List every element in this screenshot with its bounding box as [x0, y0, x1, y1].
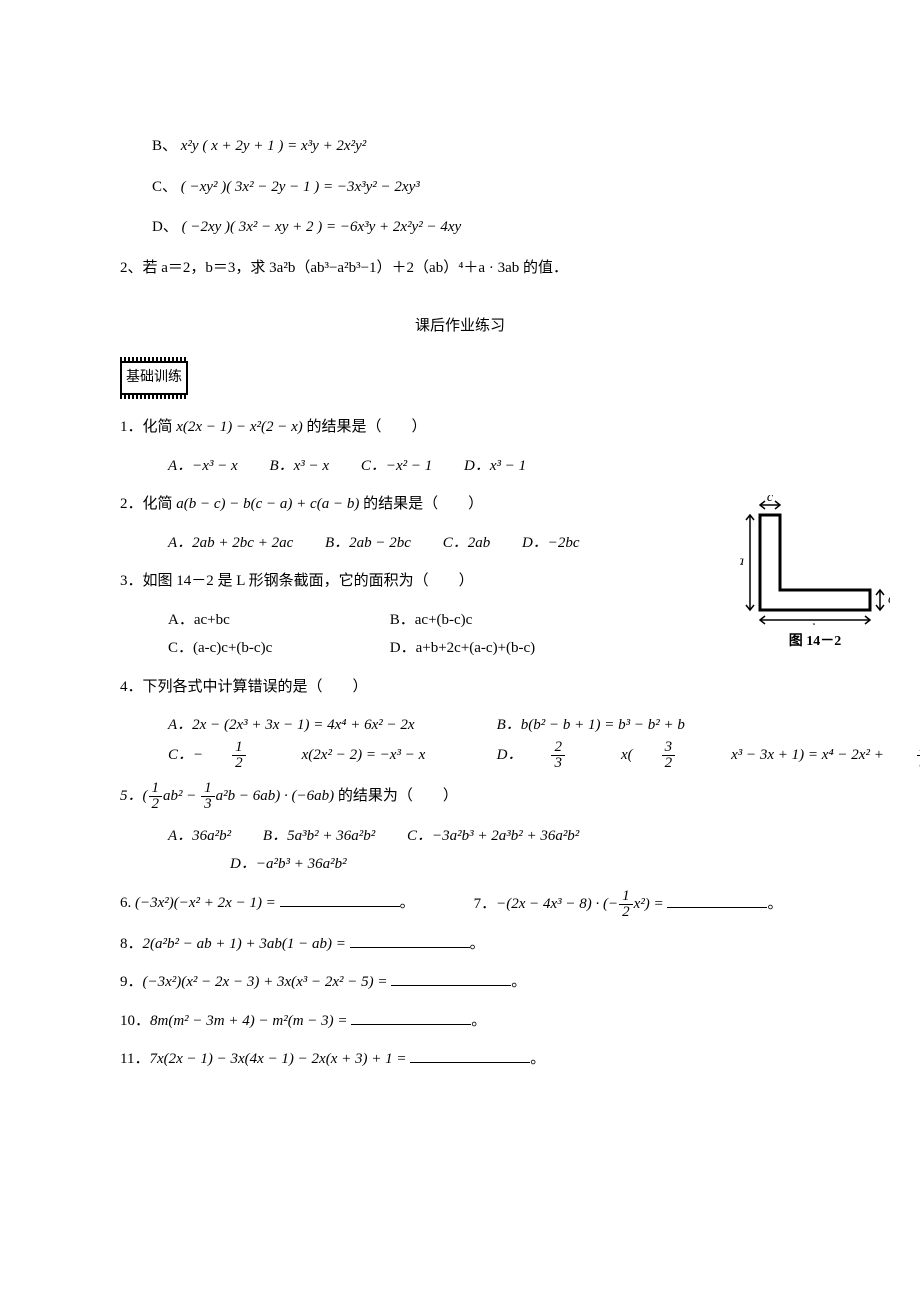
- question-6-7: 6. (−3x²)(−x² + 2x − 1) = 。 7．−(2x − 4x³…: [120, 889, 800, 920]
- q9-expr: (−3x²)(x² − 2x − 3) + 3x(x³ − 2x² − 5) =: [143, 974, 388, 990]
- q1-post: 的结果是（ ）: [303, 419, 427, 435]
- q1-A: A．−x³ − x: [168, 458, 238, 474]
- question-8: 8．2(a²b² − ab + 1) + 3ab(1 − ab) = 。: [120, 930, 800, 959]
- q8-expr: 2(a²b² − ab + 1) + 3ab(1 − ab) =: [143, 936, 346, 952]
- q5-A: A．36a²b²: [168, 828, 231, 844]
- q5-choices-row1: A．36a²b² B．5a³b² + 36a²b² C．−3a²b³ + 2a³…: [120, 822, 800, 851]
- q5-D: D．−a²b³ + 36a²b²: [230, 856, 347, 872]
- q1-choices: A．−x³ − x B．x³ − x C．−x² − 1 D．x³ − 1: [120, 452, 800, 481]
- q1-C: C．−x² − 1: [361, 458, 432, 474]
- q2-pre: 2．化简: [120, 496, 176, 512]
- q10-blank[interactable]: [351, 1010, 471, 1025]
- q10-expr: 8m(m² − 3m + 4) − m²(m − 3) =: [150, 1013, 348, 1029]
- q10-label: 10．: [120, 1013, 150, 1029]
- option-B-expr: x²y ( x + 2y + 1 ) = x³y + 2x²y²: [181, 138, 366, 154]
- q2-C: C．2ab: [443, 535, 491, 551]
- basic-training-badge: 基础训练: [120, 361, 188, 396]
- q7-label: 7．: [474, 896, 497, 912]
- q1-pre: 1．化简: [120, 419, 176, 435]
- q3-D: D．a+b+2c+(a-c)+(b-c): [390, 640, 535, 656]
- svg-text:c: c: [767, 495, 774, 505]
- question-5: 5．(12ab² − 13a²b − 6ab) · (−6ab) 的结果为（ ）: [120, 781, 800, 812]
- q4-A: A．2x − (2x³ + 3x − 1) = 4x⁴ + 6x² − 2x: [168, 717, 415, 733]
- question-top-2-text: 2、若 a＝2，b＝3，求 3a²b（ab³−a²b³−1）＋2（ab）⁴＋a …: [120, 260, 568, 276]
- q2-post: 的结果是（ ）: [359, 496, 483, 512]
- question-2: 2．化简 a(b − c) − b(c − a) + c(a − b) 的结果是…: [120, 490, 800, 519]
- q3-A: A．ac+bc: [168, 606, 358, 635]
- q4-row2: C．−12x(2x² − 2) = −x³ − x D．23x(32x³ − 3…: [120, 740, 800, 771]
- q8-blank[interactable]: [350, 933, 470, 948]
- question-3: 3．如图 14－2 是 L 形钢条截面，它的面积为（ ）: [120, 567, 800, 596]
- figure-14-2: c a c b 图 14－2: [740, 495, 890, 656]
- q8-label: 8．: [120, 936, 143, 952]
- q9-blank[interactable]: [391, 972, 511, 987]
- worksheet-page: B、 x²y ( x + 2y + 1 ) = x³y + 2x²y² C、 (…: [0, 0, 920, 1144]
- q2-B: B．2ab − 2bc: [325, 535, 411, 551]
- question-9: 9．(−3x²)(x² − 2x − 3) + 3x(x³ − 2x² − 5)…: [120, 968, 800, 997]
- option-D: D、 ( −2xy )( 3x² − xy + 2 ) = −6x³y + 2x…: [120, 213, 800, 242]
- q4-row1: A．2x − (2x³ + 3x − 1) = 4x⁴ + 6x² − 2x B…: [120, 711, 800, 740]
- option-B: B、 x²y ( x + 2y + 1 ) = x³y + 2x²y²: [120, 132, 800, 161]
- q4-B: B．b(b² − b + 1) = b³ − b² + b: [497, 717, 685, 733]
- q11-expr: 7x(2x − 1) − 3x(4x − 1) − 2x(x + 3) + 1 …: [149, 1051, 406, 1067]
- q11-label: 11．: [120, 1051, 149, 1067]
- q2-choices: A．2ab + 2bc + 2ac B．2ab − 2bc C．2ab D．−2…: [120, 529, 800, 558]
- svg-text:c: c: [888, 592, 890, 607]
- question-10: 10．8m(m² − 3m + 4) − m²(m − 3) = 。: [120, 1007, 800, 1036]
- q3-B: B．ac+(b-c)c: [390, 612, 473, 628]
- figure-caption: 图 14－2: [740, 629, 890, 656]
- q1-expr: x(2x − 1) − x²(2 − x): [176, 419, 302, 435]
- question-top-2: 2、若 a＝2，b＝3，求 3a²b（ab³−a²b³−1）＋2（ab）⁴＋a …: [120, 254, 800, 283]
- q5-B: B．5a³b² + 36a²b²: [263, 828, 375, 844]
- l-shape-icon: c a c b: [740, 495, 890, 625]
- q2-A: A．2ab + 2bc + 2ac: [168, 535, 293, 551]
- question-11: 11．7x(2x − 1) − 3x(4x − 1) − 2x(x + 3) +…: [120, 1045, 800, 1074]
- q6-label: 6.: [120, 895, 135, 911]
- option-C-label: C、: [152, 179, 177, 195]
- q1-B: B．x³ − x: [269, 458, 329, 474]
- option-D-expr: ( −2xy )( 3x² − xy + 2 ) = −6x³y + 2x²y²…: [182, 219, 462, 235]
- q3-choices-row1: A．ac+bc B．ac+(b-c)c: [120, 606, 800, 635]
- option-B-label: B、: [152, 138, 177, 154]
- option-C-expr: ( −xy² )( 3x² − 2y − 1 ) = −3x³y² − 2xy³: [181, 179, 420, 195]
- badge-wrap: 基础训练: [120, 361, 800, 396]
- q9-label: 9．: [120, 974, 143, 990]
- q7-expr: −(2x − 4x³ − 8) · (−12x²) =: [496, 896, 664, 912]
- svg-text:b: b: [812, 622, 819, 625]
- section-title: 课后作业练习: [120, 312, 800, 341]
- option-D-label: D、: [152, 219, 178, 235]
- q6-expr: (−3x²)(−x² + 2x − 1) =: [135, 895, 276, 911]
- question-4: 4．下列各式中计算错误的是（ ）: [120, 673, 800, 702]
- q4-C: C．−12x(2x² − 2) = −x³ − x: [168, 747, 453, 763]
- q2-expr: a(b − c) − b(c − a) + c(a − b): [176, 496, 359, 512]
- q7-blank[interactable]: [667, 893, 767, 908]
- option-C: C、 ( −xy² )( 3x² − 2y − 1 ) = −3x³y² − 2…: [120, 173, 800, 202]
- q5-C: C．−3a²b³ + 2a³b² + 36a²b²: [407, 828, 579, 844]
- svg-text:a: a: [740, 554, 744, 569]
- q1-D: D．x³ − 1: [464, 458, 526, 474]
- q4-D: D．23x(32x³ − 3x + 1) = x⁴ − 2x² + 23x: [497, 747, 920, 763]
- q2-D: D．−2bc: [522, 535, 580, 551]
- question-1: 1．化简 x(2x − 1) − x²(2 − x) 的结果是（ ）: [120, 413, 800, 442]
- q3-choices-row2: C．(a-c)c+(b-c)c D．a+b+2c+(a-c)+(b-c): [120, 634, 800, 663]
- q11-blank[interactable]: [410, 1049, 530, 1064]
- q3-C: C．(a-c)c+(b-c)c: [168, 634, 358, 663]
- q6-blank[interactable]: [280, 892, 400, 907]
- q5-choices-row2: D．−a²b³ + 36a²b²: [120, 850, 800, 879]
